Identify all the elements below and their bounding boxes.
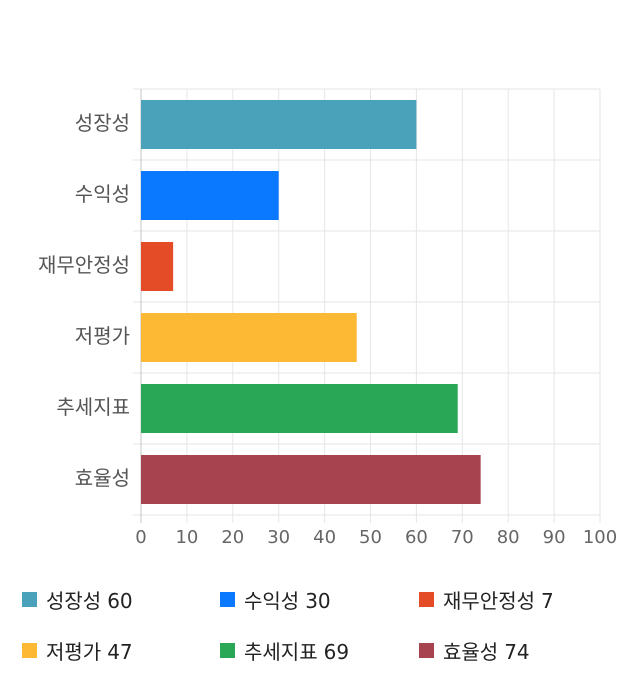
category-label: 성장성 [75, 111, 130, 135]
legend-value: 47 [107, 639, 133, 664]
x-tick-label: 30 [267, 527, 290, 548]
legend-swatch [220, 591, 235, 607]
legend-item: 수익성 30 [220, 584, 331, 614]
x-tick-label: 90 [543, 527, 566, 548]
x-tick-label: 100 [583, 527, 617, 548]
x-tick-label: 0 [135, 527, 146, 548]
x-tick-label: 70 [451, 527, 474, 548]
x-tick-label: 60 [405, 527, 428, 548]
legend-item: 추세지표 69 [220, 635, 349, 665]
x-tick-label: 40 [313, 527, 336, 548]
legend-label: 저평가 [46, 639, 102, 664]
legend-swatch [419, 642, 434, 658]
bar [141, 171, 279, 220]
category-label: 재무안정성 [38, 253, 130, 277]
bar [141, 242, 174, 291]
legend-item: 저평가 47 [22, 635, 133, 665]
legend-label: 재무안정성 [443, 588, 535, 613]
bar [141, 313, 357, 362]
legend-value: 30 [305, 588, 331, 613]
legend-item: 효율성 74 [419, 635, 530, 665]
x-tick-label: 80 [497, 527, 520, 548]
x-tick-label: 50 [359, 527, 382, 548]
legend-value: 74 [504, 639, 530, 664]
legend-label: 효율성 [443, 639, 499, 664]
legend-item: 성장성 60 [22, 584, 133, 614]
bar [141, 455, 481, 504]
category-label: 효율성 [75, 466, 130, 490]
bars [141, 100, 481, 504]
grid-lines [133, 88, 601, 523]
legend-swatch [220, 642, 235, 658]
bar [141, 100, 417, 149]
x-tick-label: 10 [175, 527, 198, 548]
legend-swatch [22, 642, 37, 658]
legend-swatch [22, 591, 37, 607]
bar [141, 384, 458, 433]
legend-item: 재무안정성 7 [419, 584, 554, 614]
legend-value: 7 [541, 588, 554, 613]
legend-label: 추세지표 [244, 639, 318, 664]
category-label: 저평가 [75, 324, 130, 348]
legend-swatch [419, 591, 434, 607]
category-label: 추세지표 [56, 395, 130, 419]
legend-value: 60 [107, 588, 133, 613]
legend-label: 성장성 [46, 588, 102, 613]
legend-label: 수익성 [244, 588, 300, 613]
legend-value: 69 [323, 639, 350, 664]
x-tick-labels: 0 10 20 30 40 50 60 70 80 90 100 [135, 527, 617, 548]
category-label: 수익성 [75, 182, 130, 206]
x-tick-label: 20 [221, 527, 244, 548]
legend: 성장성 60 수익성 30 재무안정성 7 저평가 47 추세지표 69 효율성 74 [0, 578, 640, 688]
